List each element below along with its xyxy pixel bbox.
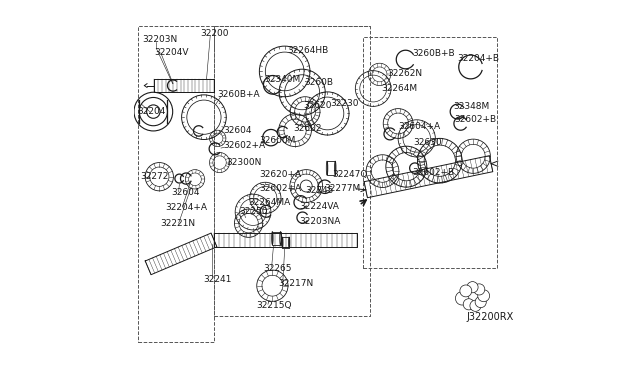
Text: 32221N: 32221N (160, 219, 195, 228)
Text: 32600M: 32600M (260, 136, 296, 145)
Text: 32204: 32204 (137, 107, 165, 116)
Text: 32230: 32230 (330, 99, 359, 108)
Bar (282, 237, 289, 248)
Circle shape (460, 285, 472, 297)
Text: J32200RX: J32200RX (467, 312, 514, 322)
Text: 32602: 32602 (293, 124, 322, 133)
Text: 32630: 32630 (413, 138, 442, 147)
Text: 3260B+A: 3260B+A (218, 90, 260, 99)
Text: 32241: 32241 (203, 275, 231, 283)
Text: 32300N: 32300N (227, 158, 262, 167)
Text: 32204+B: 32204+B (458, 54, 500, 63)
Circle shape (467, 282, 478, 293)
Text: 32602+A: 32602+A (260, 185, 302, 193)
Circle shape (474, 284, 484, 295)
Text: 3260B+B: 3260B+B (412, 49, 455, 58)
Text: 32604+A: 32604+A (398, 122, 440, 131)
Circle shape (475, 296, 486, 308)
Text: 32217N: 32217N (278, 279, 314, 288)
Text: 32204+A: 32204+A (166, 203, 207, 212)
Text: 32348M: 32348M (453, 102, 490, 110)
Text: 3260B: 3260B (305, 78, 333, 87)
Text: 32224VA: 32224VA (300, 202, 339, 211)
Circle shape (456, 292, 468, 305)
Text: 32264MA: 32264MA (248, 198, 291, 207)
Text: 32277M: 32277M (324, 185, 361, 193)
Text: 32204V: 32204V (154, 48, 189, 57)
Text: 32262N: 32262N (388, 69, 423, 78)
Text: 32264M: 32264M (381, 84, 418, 93)
Text: 32340M: 32340M (264, 76, 300, 84)
Text: 32245: 32245 (305, 186, 333, 195)
Text: 32602+A: 32602+A (223, 141, 266, 150)
Bar (273, 231, 280, 245)
Text: 32272: 32272 (141, 172, 169, 181)
Text: 32602+B: 32602+B (412, 168, 454, 177)
Text: 32250: 32250 (239, 207, 268, 216)
Circle shape (470, 300, 481, 311)
Text: 32200: 32200 (200, 29, 228, 38)
Text: 32247Q: 32247Q (333, 170, 368, 179)
Text: 32203N: 32203N (142, 35, 177, 44)
Text: 32604: 32604 (172, 188, 200, 197)
Text: 32203NA: 32203NA (300, 217, 341, 226)
Text: 32620+A: 32620+A (260, 170, 302, 179)
Text: 32215Q: 32215Q (257, 301, 292, 310)
Text: 32265: 32265 (264, 264, 292, 273)
Circle shape (477, 290, 490, 302)
Text: 32602+B: 32602+B (454, 115, 496, 124)
Text: 32604: 32604 (223, 126, 252, 135)
Text: 32620: 32620 (303, 101, 332, 110)
Text: 32264HB: 32264HB (287, 46, 328, 55)
Circle shape (463, 299, 474, 310)
Bar (327, 161, 335, 175)
